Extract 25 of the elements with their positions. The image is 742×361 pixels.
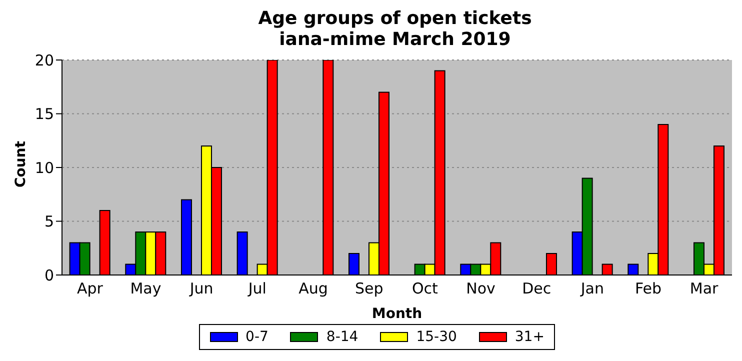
x-tick-label: Jun bbox=[188, 280, 214, 298]
chart-title: Age groups of open tickets bbox=[257, 8, 533, 29]
chart-subtitle: iana-mime March 2019 bbox=[278, 29, 512, 50]
x-tick-label: Nov bbox=[466, 280, 496, 298]
legend-label: 0-7 bbox=[244, 329, 268, 345]
legend-label: 15-30 bbox=[415, 329, 457, 345]
y-tick-label: 15 bbox=[34, 105, 54, 124]
legend-label: 31+ bbox=[514, 329, 544, 345]
y-axis-title: Count bbox=[12, 140, 29, 188]
y-tick-label: 20 bbox=[34, 51, 54, 70]
x-tick-label: Jan bbox=[580, 280, 604, 298]
y-tick-label: 10 bbox=[34, 158, 54, 177]
x-tick-label: Mar bbox=[690, 280, 720, 298]
x-tick-label: May bbox=[130, 280, 162, 298]
x-tick-label: Sep bbox=[354, 280, 384, 298]
x-axis-title: Month bbox=[372, 306, 422, 322]
x-tick-label: Apr bbox=[76, 280, 104, 298]
x-tick-label: Jul bbox=[247, 280, 266, 298]
x-tick-label: Oct bbox=[412, 280, 438, 298]
y-tick-label: 5 bbox=[44, 212, 54, 231]
x-tick-label: Aug bbox=[298, 280, 328, 298]
legend-label: 8-14 bbox=[325, 329, 358, 345]
x-tick-label: Dec bbox=[522, 280, 552, 298]
x-tick-label: Feb bbox=[634, 280, 662, 298]
y-tick-label: 0 bbox=[44, 266, 54, 284]
